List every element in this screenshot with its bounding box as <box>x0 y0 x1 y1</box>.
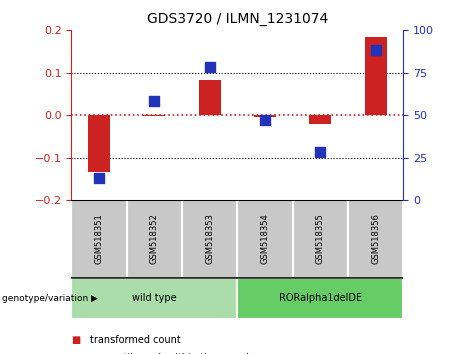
Bar <box>71 278 237 319</box>
Text: genotype/variation ▶: genotype/variation ▶ <box>2 294 98 303</box>
Text: GSM518353: GSM518353 <box>205 213 214 264</box>
Point <box>206 65 213 70</box>
Text: GSM518351: GSM518351 <box>95 213 104 264</box>
Bar <box>127 200 182 278</box>
Text: ■: ■ <box>71 353 81 354</box>
Point <box>151 99 158 104</box>
Text: ■: ■ <box>71 335 81 345</box>
Point <box>95 175 103 181</box>
Bar <box>365 37 387 115</box>
Bar <box>237 278 403 319</box>
Bar <box>348 200 403 278</box>
Bar <box>143 115 165 116</box>
Text: GSM518352: GSM518352 <box>150 213 159 264</box>
Bar <box>293 200 348 278</box>
Point <box>261 117 269 123</box>
Bar <box>237 200 293 278</box>
Text: GSM518354: GSM518354 <box>260 213 270 264</box>
Bar <box>199 80 221 115</box>
Text: GSM518355: GSM518355 <box>316 213 325 264</box>
Text: RORalpha1delDE: RORalpha1delDE <box>279 293 362 303</box>
Bar <box>309 115 331 124</box>
Bar <box>71 200 127 278</box>
Bar <box>88 115 110 172</box>
Point <box>317 150 324 155</box>
Text: transformed count: transformed count <box>90 335 181 345</box>
Text: percentile rank within the sample: percentile rank within the sample <box>90 353 255 354</box>
Title: GDS3720 / ILMN_1231074: GDS3720 / ILMN_1231074 <box>147 12 328 26</box>
Text: wild type: wild type <box>132 293 177 303</box>
Point <box>372 48 379 53</box>
Text: GSM518356: GSM518356 <box>371 213 380 264</box>
Bar <box>182 200 237 278</box>
Bar <box>254 115 276 117</box>
